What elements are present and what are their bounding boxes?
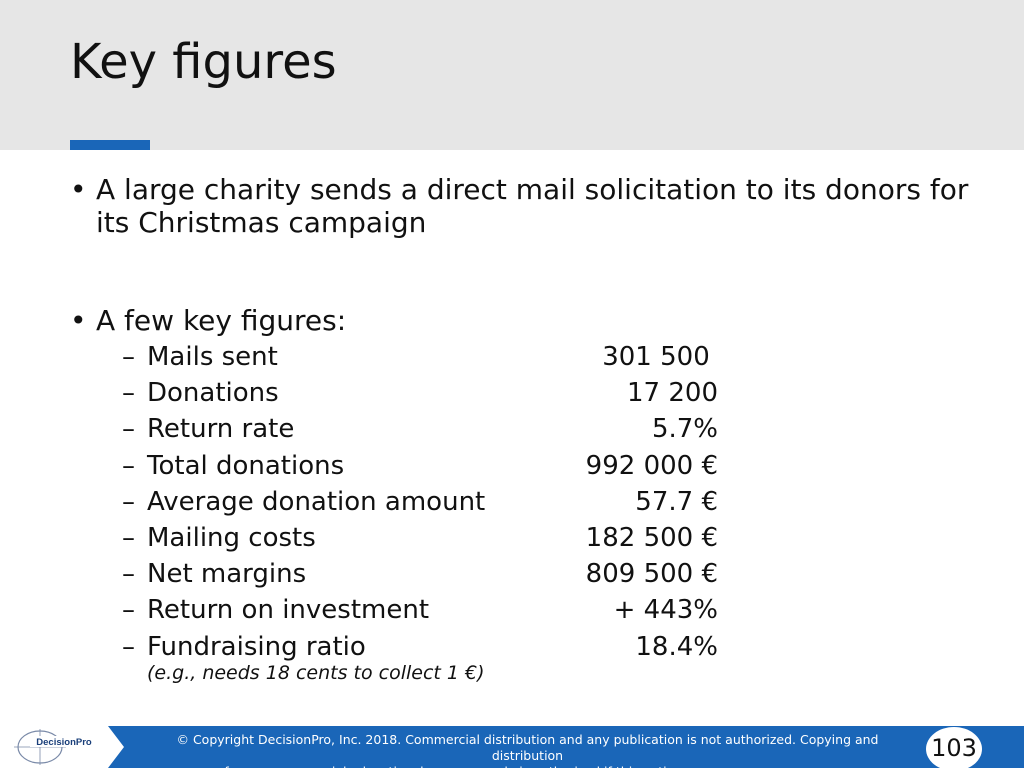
footer-bar: © Copyright DecisionPro, Inc. 2018. Comm… [0,726,1024,779]
slide-title: Key figures [70,34,337,90]
figure-row: – Fundraising ratio 18.4% [122,630,718,664]
figure-row: – Return on investment + 443% [122,593,718,627]
figure-label: Return rate [147,414,295,444]
figure-value: 57.7 € [635,487,718,517]
bullet-dot-icon: • [70,304,87,337]
dash-icon: – [122,523,135,553]
bullet-intro: • A large charity sends a direct mail so… [70,173,970,239]
figure-label: Net margins [147,559,307,589]
figure-label: Mails sent [147,342,278,372]
bullet-key-figures: • A few key figures: [70,304,970,337]
dash-icon: – [122,451,135,481]
figure-row: – Donations 17 200 [122,376,718,410]
copyright-line-2: for non-commercial educational purposes … [224,764,831,779]
fundraising-ratio-note: (e.g., needs 18 cents to collect 1 €) [147,662,485,684]
figure-value: 301 500 [602,342,718,372]
figure-row: – Mails sent 301 500 [122,340,718,374]
dash-icon: – [122,487,135,517]
figure-row: – Net margins 809 500 € [122,557,718,591]
page-number: 103 [931,734,977,762]
figure-label: Average donation amount [147,487,486,517]
figure-label: Total donations [147,451,345,481]
copyright-line-1: © Copyright DecisionPro, Inc. 2018. Comm… [176,732,879,763]
dash-icon: – [122,559,135,589]
dash-icon: – [122,595,135,625]
bullet-dot-icon: • [70,173,87,206]
dash-icon: – [122,342,135,372]
figure-value: + 443% [613,595,718,625]
copyright-notice: © Copyright DecisionPro, Inc. 2018. Comm… [150,732,905,780]
figure-label: Donations [147,378,279,408]
figure-row: – Return rate 5.7% [122,412,718,446]
decisionpro-logo-icon: DecisionPro [14,729,100,765]
title-accent-bar [70,140,150,150]
dash-icon: – [122,414,135,444]
dash-icon: – [122,632,135,662]
footer-blue-band [108,726,1024,768]
figure-label: Fundraising ratio [147,632,366,662]
bullet-text: A large charity sends a direct mail soli… [96,173,969,239]
figure-value: 992 000 € [585,451,718,481]
figure-row: – Mailing costs 182 500 € [122,521,718,555]
figure-value: 17 200 [627,378,718,408]
page-number-badge [926,727,982,771]
figure-label: Mailing costs [147,523,316,553]
figure-value: 5.7% [651,414,718,444]
dash-icon: – [122,378,135,408]
figure-row: – Total donations 992 000 € [122,449,718,483]
bullet-text: A few key figures: [96,304,347,337]
figure-value: 18.4% [635,632,718,662]
figure-value: 809 500 € [585,559,718,589]
figure-row: – Average donation amount 57.7 € [122,485,718,519]
figure-label: Return on investment [147,595,430,625]
logo-text: DecisionPro [36,737,92,748]
figure-value: 182 500 € [585,523,718,553]
header-band [0,0,1024,150]
